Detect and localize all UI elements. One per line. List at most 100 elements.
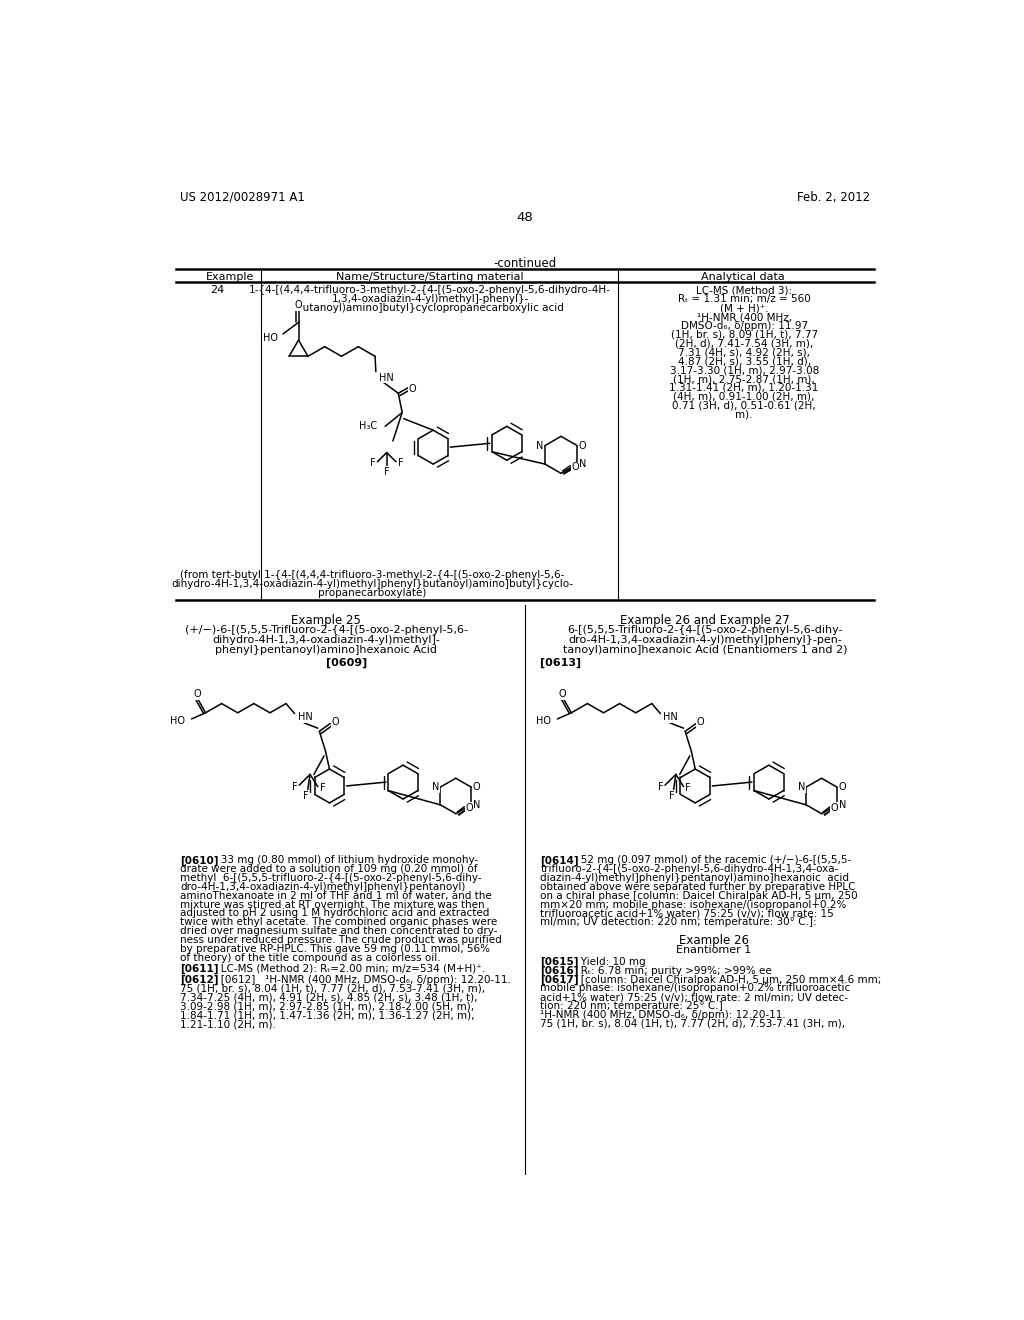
Text: aminoThexanoate in 2 ml of THF and 1 ml of water, and the: aminoThexanoate in 2 ml of THF and 1 ml … — [180, 891, 492, 900]
Text: O: O — [571, 462, 579, 473]
Text: by preparative RP-HPLC. This gave 59 mg (0.11 mmol, 56%: by preparative RP-HPLC. This gave 59 mg … — [180, 944, 489, 954]
Text: O: O — [697, 717, 705, 727]
Text: HO: HO — [170, 715, 185, 726]
Text: F: F — [685, 783, 691, 793]
Text: HN: HN — [379, 372, 393, 383]
Text: O: O — [295, 301, 302, 310]
Text: mixture was stirred at RT overnight. The mixture was then: mixture was stirred at RT overnight. The… — [180, 899, 484, 909]
Text: propanecarboxylate): propanecarboxylate) — [317, 589, 426, 598]
Text: methyl  6-[(5,5,5-trifluoro-2-{4-[(5-oxo-2-phenyl-5,6-dihy-: methyl 6-[(5,5,5-trifluoro-2-{4-[(5-oxo-… — [180, 873, 481, 883]
Text: N: N — [798, 783, 805, 792]
Text: trifluoroacetic acid+1% water) 75:25 (v/v); flow rate: 15: trifluoroacetic acid+1% water) 75:25 (v/… — [541, 908, 835, 919]
Text: Feb. 2, 2012: Feb. 2, 2012 — [797, 190, 869, 203]
Text: LC-MS (Method 3):: LC-MS (Method 3): — [696, 285, 793, 296]
Text: 1.21-1.10 (2H, m).: 1.21-1.10 (2H, m). — [180, 1019, 275, 1030]
Text: dro-4H-1,3,4-oxadiazin-4-yl)methyl]phenyl}pentanoyl): dro-4H-1,3,4-oxadiazin-4-yl)methyl]pheny… — [180, 882, 465, 892]
Text: 6-[(5,5,5-Trifluoro-2-{4-[(5-oxo-2-phenyl-5,6-dihy-: 6-[(5,5,5-Trifluoro-2-{4-[(5-oxo-2-pheny… — [567, 626, 843, 635]
Text: on a chiral phase [column: Daicel Chiralpak AD-H, 5 μm, 250: on a chiral phase [column: Daicel Chiral… — [541, 891, 858, 900]
Text: [0613]: [0613] — [541, 659, 582, 668]
Text: US 2012/0028971 A1: US 2012/0028971 A1 — [180, 190, 305, 203]
Text: diazin-4-yl)methyl]phenyl}pentanoyl)amino]hexanoic  acid: diazin-4-yl)methyl]phenyl}pentanoyl)amin… — [541, 873, 849, 883]
Text: 1,3,4-oxadiazin-4-yl)methyl]-phenyl}-: 1,3,4-oxadiazin-4-yl)methyl]-phenyl}- — [332, 294, 529, 305]
Text: dro-4H-1,3,4-oxadiazin-4-yl)methyl]phenyl}-pen-: dro-4H-1,3,4-oxadiazin-4-yl)methyl]pheny… — [568, 635, 843, 645]
Text: 52 mg (0.097 mmol) of the racemic (+/−)-6-[(5,5,5-: 52 mg (0.097 mmol) of the racemic (+/−)-… — [571, 855, 852, 865]
Text: adjusted to pH 2 using 1 M hydrochloric acid and extracted: adjusted to pH 2 using 1 M hydrochloric … — [180, 908, 489, 919]
Text: m).: m). — [735, 409, 753, 420]
Text: N: N — [579, 459, 587, 469]
Text: O: O — [473, 783, 480, 792]
Text: (from tert-butyl 1-{4-[(4,4,4-trifluoro-3-methyl-2-{4-[(5-oxo-2-phenyl-5,6-: (from tert-butyl 1-{4-[(4,4,4-trifluoro-… — [180, 570, 564, 581]
Text: 1-{4-[(4,4,4-trifluoro-3-methyl-2-{4-[(5-oxo-2-phenyl-5,6-dihydro-4H-: 1-{4-[(4,4,4-trifluoro-3-methyl-2-{4-[(5… — [249, 285, 611, 296]
Text: F: F — [292, 781, 297, 792]
Text: O: O — [579, 441, 587, 450]
Text: Name/Structure/Starting material: Name/Structure/Starting material — [337, 272, 524, 281]
Text: 3.09-2.98 (1H, m), 2.97-2.85 (1H, m), 2.18-2.00 (5H, m),: 3.09-2.98 (1H, m), 2.97-2.85 (1H, m), 2.… — [180, 1002, 474, 1011]
Text: [0617]: [0617] — [541, 974, 579, 985]
Text: O: O — [465, 803, 473, 813]
Text: Rₜ = 1.31 min; m/z = 560: Rₜ = 1.31 min; m/z = 560 — [678, 294, 811, 305]
Text: Example 26 and Example 27: Example 26 and Example 27 — [621, 614, 791, 627]
Text: 4.87 (2H, s), 3.55 (1H, d),: 4.87 (2H, s), 3.55 (1H, d), — [678, 356, 811, 366]
Text: F: F — [384, 467, 389, 477]
Text: Example 25: Example 25 — [292, 614, 361, 627]
Text: F: F — [669, 791, 675, 801]
Text: (4H, m), 0.91-1.00 (2H, m),: (4H, m), 0.91-1.00 (2H, m), — [674, 392, 815, 401]
Text: HN: HN — [298, 713, 312, 722]
Text: tanoyl)amino]hexanoic Acid (Enantiomers 1 and 2): tanoyl)amino]hexanoic Acid (Enantiomers … — [563, 645, 848, 655]
Text: of theory) of the title compound as a colorless oil.: of theory) of the title compound as a co… — [180, 953, 440, 962]
Text: 48: 48 — [516, 211, 534, 224]
Text: F: F — [303, 791, 309, 801]
Text: HO: HO — [262, 333, 278, 343]
Text: N: N — [432, 783, 439, 792]
Text: [0610]: [0610] — [180, 855, 218, 866]
Text: 3.17-3.30 (1H, m), 2.97-3.08: 3.17-3.30 (1H, m), 2.97-3.08 — [670, 366, 819, 375]
Text: drate were added to a solution of 109 mg (0.20 mmol) of: drate were added to a solution of 109 mg… — [180, 865, 477, 874]
Text: O: O — [559, 689, 566, 700]
Text: O: O — [839, 783, 846, 792]
Text: trifluoro-2-{4-[(5-oxo-2-phenyl-5,6-dihydro-4H-1,3,4-oxa-: trifluoro-2-{4-[(5-oxo-2-phenyl-5,6-dihy… — [541, 865, 839, 874]
Text: ¹H-NMR (400 MHz,: ¹H-NMR (400 MHz, — [696, 312, 792, 322]
Text: F: F — [397, 458, 403, 469]
Text: phenyl}pentanoyl)amino]hexanoic Acid: phenyl}pentanoyl)amino]hexanoic Acid — [215, 645, 437, 655]
Text: O: O — [830, 803, 839, 813]
Text: F: F — [657, 781, 664, 792]
Text: Example 26: Example 26 — [679, 933, 749, 946]
Text: mobile phase: isohexane/(isopropanol+0.2% trifluoroacetic: mobile phase: isohexane/(isopropanol+0.2… — [541, 983, 851, 994]
Text: DMSO-d₆, δ/ppm): 11.97: DMSO-d₆, δ/ppm): 11.97 — [681, 321, 808, 331]
Text: (2H, d), 7.41-7.54 (3H, m),: (2H, d), 7.41-7.54 (3H, m), — [675, 339, 813, 348]
Text: [0611]: [0611] — [180, 964, 218, 974]
Text: -continued: -continued — [494, 257, 556, 271]
Text: N: N — [536, 441, 543, 450]
Text: (1H, br. s), 8.09 (1H, t), 7.77: (1H, br. s), 8.09 (1H, t), 7.77 — [671, 330, 818, 339]
Text: dihydro-4H-1,3,4-oxadiazin-4-yl)methyl]phenyl}butanoyl)amino]butyl}cyclo-: dihydro-4H-1,3,4-oxadiazin-4-yl)methyl]p… — [171, 579, 573, 589]
Text: ness under reduced pressure. The crude product was purified: ness under reduced pressure. The crude p… — [180, 935, 502, 945]
Text: 7.31 (4H, s), 4.92 (2H, s),: 7.31 (4H, s), 4.92 (2H, s), — [678, 347, 810, 358]
Text: [0612]   ¹H-NMR (400 MHz, DMSO-d₆, δ/ppm): 12.20-11.: [0612] ¹H-NMR (400 MHz, DMSO-d₆, δ/ppm):… — [211, 975, 511, 985]
Text: 7.34-7.25 (4H, m), 4.91 (2H, s), 4.85 (2H, s), 3.48 (1H, t),: 7.34-7.25 (4H, m), 4.91 (2H, s), 4.85 (2… — [180, 993, 477, 1003]
Text: (+/−)-6-[(5,5,5-Trifluoro-2-{4-[(5-oxo-2-phenyl-5,6-: (+/−)-6-[(5,5,5-Trifluoro-2-{4-[(5-oxo-2… — [185, 626, 468, 635]
Text: butanoyl)amino]butyl}cyclopropanecarboxylic acid: butanoyl)amino]butyl}cyclopropanecarboxy… — [296, 304, 564, 313]
Text: [0616]: [0616] — [541, 966, 579, 975]
Text: obtained above were separated further by preparative HPLC: obtained above were separated further by… — [541, 882, 856, 892]
Text: ¹H-NMR (400 MHz, DMSO-d₆, δ/ppm): 12.20-11.: ¹H-NMR (400 MHz, DMSO-d₆, δ/ppm): 12.20-… — [541, 1010, 786, 1020]
Text: Analytical data: Analytical data — [700, 272, 784, 281]
Text: 0.71 (3H, d), 0.51-0.61 (2H,: 0.71 (3H, d), 0.51-0.61 (2H, — [673, 400, 816, 411]
Text: [0614]: [0614] — [541, 855, 579, 866]
Text: Enantiomer 1: Enantiomer 1 — [676, 945, 752, 954]
Text: Example: Example — [206, 272, 254, 281]
Text: twice with ethyl acetate. The combined organic phases were: twice with ethyl acetate. The combined o… — [180, 917, 498, 927]
Text: acid+1% water) 75:25 (v/v); flow rate: 2 ml/min; UV detec-: acid+1% water) 75:25 (v/v); flow rate: 2… — [541, 993, 849, 1002]
Text: H₃C: H₃C — [359, 421, 378, 432]
Text: (1H, m), 2.75-2.87 (1H, m),: (1H, m), 2.75-2.87 (1H, m), — [673, 374, 815, 384]
Text: O: O — [331, 717, 339, 727]
Text: HO: HO — [537, 715, 551, 726]
Text: F: F — [319, 783, 326, 793]
Text: N: N — [473, 800, 480, 809]
Text: 75 (1H, br. s), 8.04 (1H, t), 7.77 (2H, d), 7.53-7.41 (3H, m),: 75 (1H, br. s), 8.04 (1H, t), 7.77 (2H, … — [180, 983, 485, 994]
Text: dried over magnesium sulfate and then concentrated to dry-: dried over magnesium sulfate and then co… — [180, 927, 498, 936]
Text: tion: 220 nm; temperature: 25° C.]: tion: 220 nm; temperature: 25° C.] — [541, 1001, 723, 1011]
Text: F: F — [370, 458, 376, 469]
Text: (M + H)⁺.: (M + H)⁺. — [720, 304, 768, 313]
Text: dihydro-4H-1,3,4-oxadiazin-4-yl)methyl]-: dihydro-4H-1,3,4-oxadiazin-4-yl)methyl]- — [212, 635, 440, 645]
Text: O: O — [194, 689, 201, 700]
